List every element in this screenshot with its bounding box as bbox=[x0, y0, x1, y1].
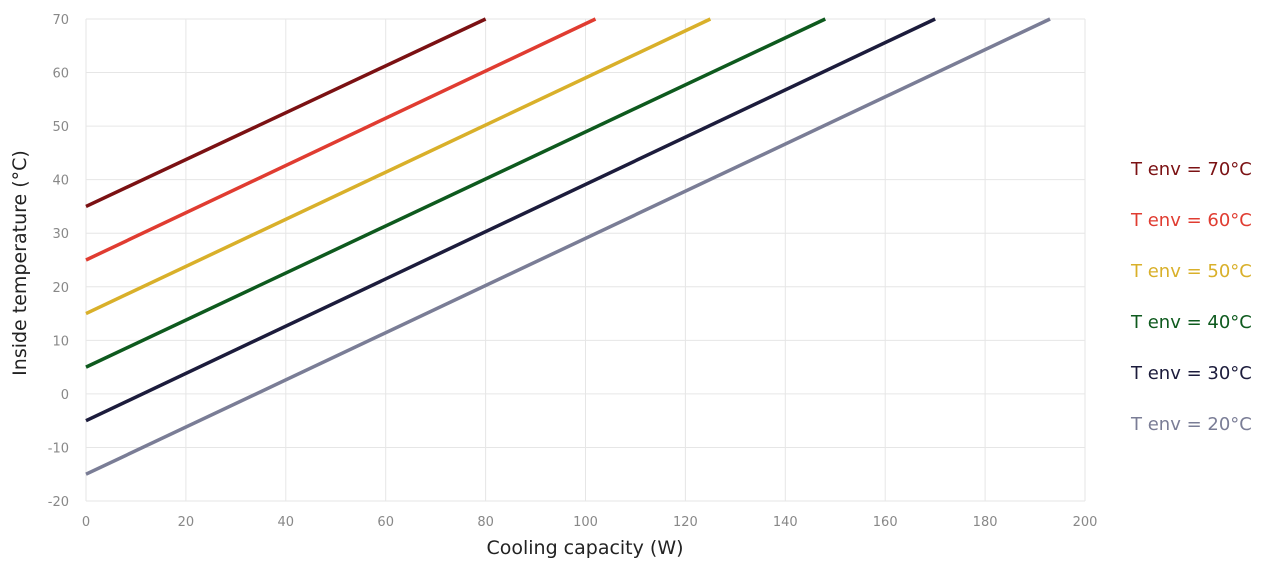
series-line bbox=[85, 17, 936, 423]
y-tick-label: 30 bbox=[52, 227, 69, 242]
y-tick-label: -10 bbox=[48, 441, 69, 456]
y-tick-label: 40 bbox=[52, 174, 69, 189]
x-tick-label: 0 bbox=[82, 515, 90, 530]
y-tick-label: 50 bbox=[52, 120, 69, 135]
y-tick-label: 20 bbox=[52, 281, 69, 296]
x-tick-label: 160 bbox=[873, 515, 898, 530]
grid bbox=[85, 18, 1086, 502]
legend: T env = 70°C T env = 60°C T env = 50°C T en… bbox=[1130, 159, 1252, 435]
x-tick-label: 140 bbox=[773, 515, 798, 530]
series-line bbox=[85, 17, 827, 369]
x-tick-label: 180 bbox=[973, 515, 998, 530]
x-tick-label: 100 bbox=[573, 515, 598, 530]
legend-entry: T env = 40°C bbox=[1130, 312, 1252, 333]
x-tick-label: 20 bbox=[178, 515, 195, 530]
series-line bbox=[85, 17, 712, 316]
y-tick-label: 60 bbox=[52, 67, 69, 82]
x-tick-label: 200 bbox=[1073, 515, 1098, 530]
legend-entry: T env = 70°C bbox=[1130, 159, 1252, 180]
legend-entry: T env = 50°C bbox=[1130, 261, 1252, 282]
x-tick-label: 40 bbox=[278, 515, 295, 530]
legend-entry: T env = 30°C bbox=[1130, 363, 1252, 384]
x-tick-label: 60 bbox=[377, 515, 394, 530]
y-tick-label: 70 bbox=[52, 13, 69, 28]
series-line bbox=[85, 17, 487, 209]
y-tick-label: 0 bbox=[61, 388, 69, 403]
series-line bbox=[85, 17, 1051, 476]
y-tick-label: 10 bbox=[52, 334, 69, 349]
y-tick-label: -20 bbox=[48, 495, 69, 510]
x-tick-label: 120 bbox=[673, 515, 698, 530]
x-tick-labels: 0 20 40 60 80 100 120 140 160 180 200 bbox=[82, 515, 1098, 530]
y-tick-labels: -20 -10 0 10 20 30 40 50 60 70 bbox=[48, 13, 69, 510]
legend-entry: T env = 20°C bbox=[1130, 414, 1252, 435]
y-axis-title: Inside temperature (°C) bbox=[9, 150, 31, 376]
series-lines bbox=[85, 17, 1051, 476]
x-tick-label: 80 bbox=[477, 515, 494, 530]
series-line bbox=[85, 17, 597, 262]
legend-entry: T env = 60°C bbox=[1130, 210, 1252, 231]
x-axis-title: Cooling capacity (W) bbox=[486, 537, 683, 559]
